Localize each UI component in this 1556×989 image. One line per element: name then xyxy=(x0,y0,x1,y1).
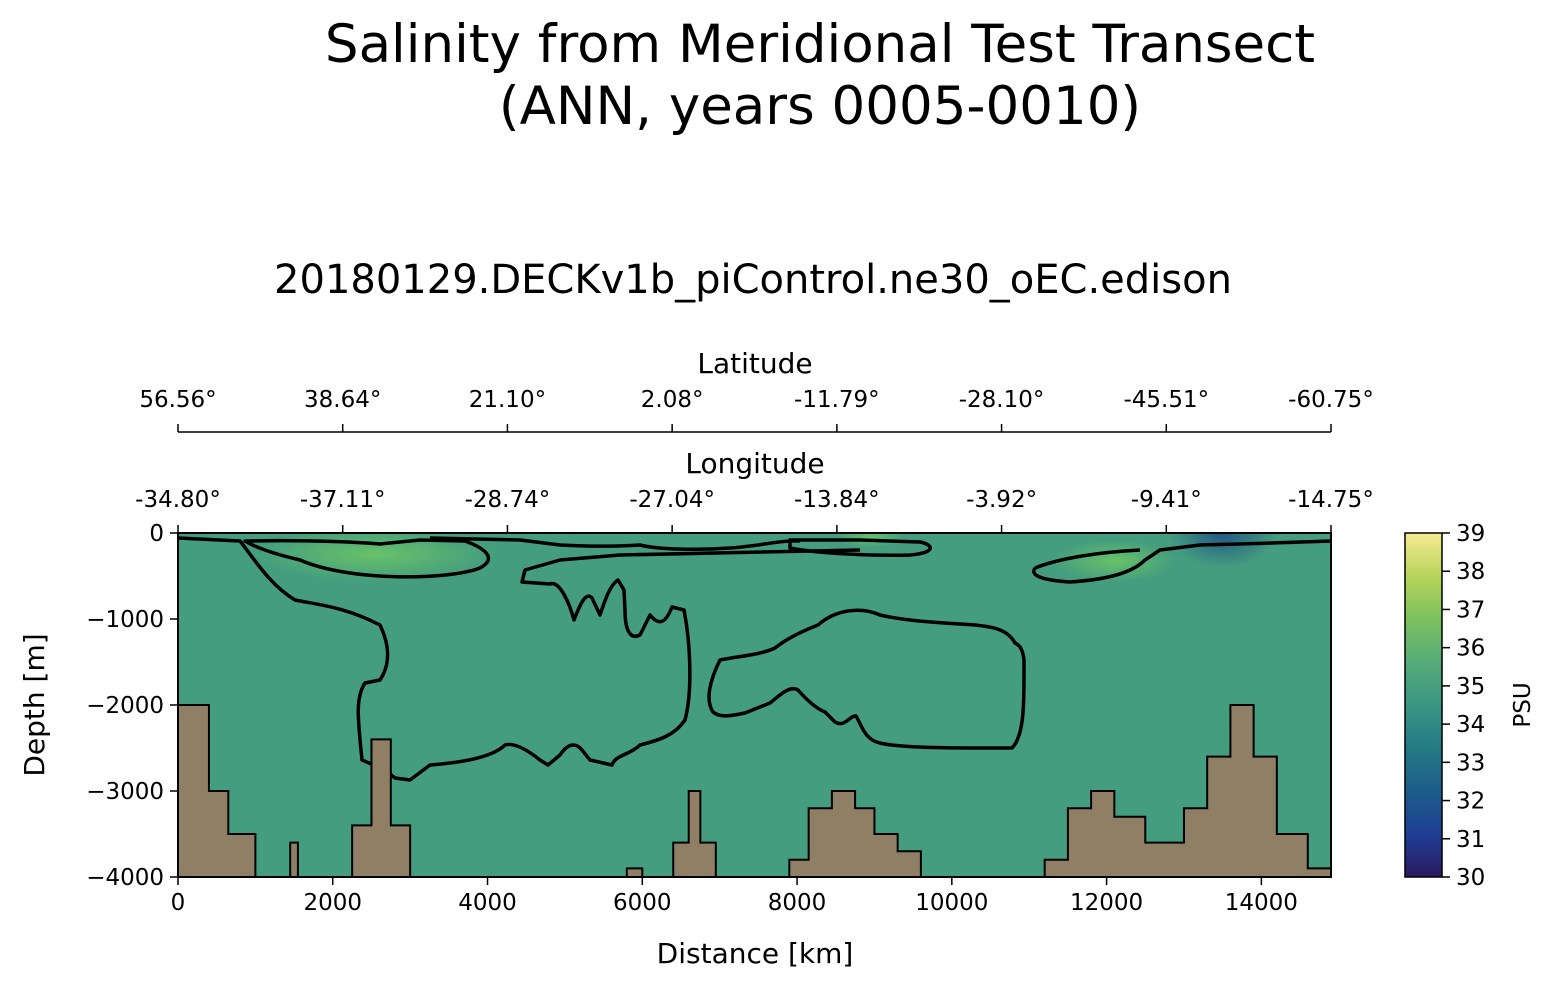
contour-surface-lens-3 xyxy=(788,538,932,557)
colorbar-tick-label: 37 xyxy=(1456,597,1485,623)
colorbar-tick-label: 31 xyxy=(1456,827,1485,853)
latitude-axis: 56.56° 38.64° 21.10° 2.08° -11.79° -28.10° -45… xyxy=(139,387,1374,433)
colorbar-tick-label: 34 xyxy=(1456,712,1485,738)
x-tick-label: 14000 xyxy=(1225,890,1298,916)
high-salinity-region xyxy=(1052,539,1177,582)
colorbar-tick-label: 36 xyxy=(1456,636,1485,662)
colorbar-label: PSU xyxy=(1510,682,1536,727)
salinity-field xyxy=(178,533,1331,877)
contour-upper-left xyxy=(178,536,861,782)
high-salinity-region xyxy=(255,533,496,582)
colorbar-tick-label: 39 xyxy=(1456,521,1485,547)
x-axis-ticks: 0 2000 4000 6000 8000 10000 12000 14000 xyxy=(171,877,1298,916)
longitude-axis: -34.80° -37.11° -28.74° -27.04° -13.84° -3.92… xyxy=(135,487,1374,533)
colorbar-tick-label: 32 xyxy=(1456,789,1485,815)
x-tick-label: 10000 xyxy=(915,890,988,916)
y-axis-label: Depth [m] xyxy=(18,633,51,776)
tick-label: -14.75° xyxy=(1288,487,1374,513)
tick-label: -9.41° xyxy=(1131,487,1202,513)
tick-label: -37.11° xyxy=(300,487,386,513)
chart-title: Salinity from Meridional Test Transect (… xyxy=(0,14,1556,138)
colorbar-tick-label: 35 xyxy=(1456,674,1485,700)
y-tick-label: −1000 xyxy=(86,607,164,633)
y-tick-label: −3000 xyxy=(86,779,164,805)
tick-label: -45.51° xyxy=(1123,387,1209,413)
tick-label: -3.92° xyxy=(966,487,1037,513)
longitude-axis-label: Longitude xyxy=(685,447,824,480)
latitude-axis-label: Latitude xyxy=(697,347,812,380)
y-tick-label: 0 xyxy=(149,521,164,547)
x-tick-label: 6000 xyxy=(613,890,672,916)
contour-east-closed xyxy=(707,608,1026,750)
salinity-background xyxy=(178,533,1331,877)
chart-title-line1: Salinity from Meridional Test Transect xyxy=(324,14,1316,75)
salinity-contours xyxy=(178,536,1331,782)
tick-label: 56.56° xyxy=(139,387,216,413)
contour-surface-lens-1 xyxy=(243,538,491,579)
tick-label: 2.08° xyxy=(641,387,704,413)
y-tick-label: −4000 xyxy=(86,865,164,891)
bathymetry xyxy=(178,704,1331,877)
y-axis-ticks: 0 −1000 −2000 −3000 −4000 xyxy=(86,521,178,891)
x-tick-label: 8000 xyxy=(768,890,827,916)
high-salinity-region xyxy=(835,533,906,548)
contour-surface-lens-2 xyxy=(429,536,801,551)
x-tick-label: 0 xyxy=(171,890,186,916)
tick-label: -28.10° xyxy=(959,387,1045,413)
x-tick-label: 4000 xyxy=(458,890,517,916)
colorbar-ticks: 30 31 32 33 34 35 36 37 38 39 xyxy=(1442,521,1485,891)
low-salinity-regions xyxy=(1168,533,1277,568)
tick-label: -11.79° xyxy=(794,387,880,413)
colorbar-tick-label: 30 xyxy=(1456,865,1485,891)
tick-label: -34.80° xyxy=(135,487,221,513)
x-axis-label: Distance [km] xyxy=(657,937,854,970)
contour-surface-lens-5 xyxy=(1034,548,1141,570)
colorbar-tick-label: 38 xyxy=(1456,559,1485,585)
low-salinity-region xyxy=(1168,533,1277,568)
high-salinity-regions xyxy=(255,533,1177,582)
contour-surface-lens-4 xyxy=(1032,539,1331,584)
colorbar xyxy=(1404,532,1443,878)
chart-title-line2: (ANN, years 0005-0010) xyxy=(498,76,1142,137)
x-tick-label: 2000 xyxy=(303,890,362,916)
chart-subtitle: 20180129.DECKv1b_piControl.ne30_oEC.edis… xyxy=(274,257,1232,303)
colorbar-tick-label: 33 xyxy=(1456,750,1485,776)
x-tick-label: 12000 xyxy=(1070,890,1143,916)
tick-label: 21.10° xyxy=(469,387,546,413)
tick-label: -13.84° xyxy=(794,487,880,513)
tick-label: -28.74° xyxy=(465,487,551,513)
tick-label: -27.04° xyxy=(629,487,715,513)
y-tick-label: −2000 xyxy=(86,693,164,719)
tick-label: 38.64° xyxy=(304,387,381,413)
tick-label: -60.75° xyxy=(1288,387,1374,413)
